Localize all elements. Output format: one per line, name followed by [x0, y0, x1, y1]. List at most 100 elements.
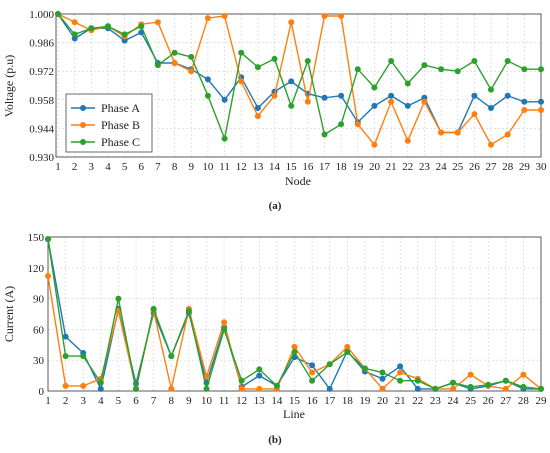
- current-data-point: [309, 362, 316, 369]
- current-x-tick-label: 20: [377, 395, 389, 407]
- voltage-x-tick-label: 8: [172, 161, 178, 173]
- voltage-x-tick-label: 14: [269, 161, 281, 173]
- current-x-tick-label: 12: [236, 395, 247, 407]
- voltage-data-point: [138, 23, 145, 30]
- current-data-point: [221, 319, 228, 326]
- voltage-x-tick-label: 1: [55, 161, 61, 173]
- voltage-data-point: [71, 35, 78, 42]
- voltage-x-ticks: 1 2 3 4 5 6 7 8 9 10 11 12 13 14 15 16 17 18 19 20 21 22 23 24 2…: [55, 161, 547, 173]
- current-x-tick-label: 23: [430, 395, 442, 407]
- voltage-data-point: [504, 92, 511, 99]
- current-data-point: [309, 369, 316, 376]
- voltage-data-point: [121, 37, 128, 44]
- voltage-data-point: [454, 129, 461, 136]
- current-data-point: [97, 385, 104, 392]
- current-y-tick-label: 90: [33, 294, 45, 306]
- voltage-data-point: [404, 137, 411, 144]
- voltage-x-tick-label: 23: [419, 161, 431, 173]
- current-x-tick-label: 24: [447, 395, 459, 407]
- current-x-tick-label: 17: [324, 395, 336, 407]
- voltage-data-point: [71, 31, 78, 38]
- current-x-axis-title: Line: [283, 407, 305, 421]
- voltage-data-point: [388, 92, 395, 99]
- voltage-data-point: [238, 49, 245, 56]
- voltage-data-point: [538, 98, 544, 105]
- current-data-point: [238, 377, 245, 384]
- legend-marker-phase-c: [80, 139, 86, 145]
- voltage-x-tick-label: 24: [436, 161, 448, 173]
- voltage-data-point: [288, 102, 295, 109]
- current-data-point: [326, 385, 333, 392]
- voltage-data-point: [271, 55, 278, 62]
- voltage-series-line: [57, 13, 541, 134]
- voltage-x-tick-label: 19: [352, 161, 364, 173]
- voltage-x-tick-label: 11: [219, 161, 230, 173]
- voltage-x-tick-label: 18: [336, 161, 348, 173]
- voltage-data-point: [321, 13, 328, 19]
- voltage-data-point: [354, 66, 361, 73]
- current-data-point: [432, 385, 439, 392]
- current-y-tick-label: 0: [39, 386, 45, 398]
- current-data-point: [45, 236, 51, 243]
- voltage-x-tick-label: 12: [236, 161, 247, 173]
- voltage-data-point: [321, 94, 328, 101]
- current-y-tick-label: 120: [28, 263, 45, 275]
- voltage-data-point: [538, 107, 544, 113]
- voltage-data-point: [171, 49, 178, 56]
- current-data-point: [62, 353, 69, 360]
- current-data-point: [150, 305, 157, 312]
- current-x-tick-label: 28: [518, 395, 530, 407]
- voltage-data-point: [421, 98, 428, 105]
- current-data-point: [221, 326, 228, 333]
- voltage-data-point: [288, 78, 295, 85]
- voltage-y-tick-label: 0.958: [29, 95, 54, 107]
- current-data-point: [397, 363, 404, 370]
- current-data-point: [379, 369, 386, 376]
- current-x-tick-label: 7: [151, 395, 157, 407]
- current-x-tick-label: 26: [483, 395, 495, 407]
- current-x-tick-label: 15: [289, 395, 301, 407]
- current-data-point: [62, 333, 69, 340]
- current-x-tick-label: 5: [116, 395, 122, 407]
- voltage-data-point: [271, 92, 278, 99]
- voltage-data-point: [438, 129, 445, 136]
- current-data-point: [379, 375, 386, 382]
- current-data-point: [344, 343, 351, 350]
- voltage-y-tick-label: 1.000: [29, 9, 54, 21]
- voltage-data-point: [221, 135, 228, 142]
- current-data-point: [80, 382, 87, 389]
- current-data-point: [397, 377, 404, 384]
- current-x-tick-label: 25: [465, 395, 477, 407]
- current-data-point: [450, 379, 456, 386]
- legend-label-phase-b: Phase B: [101, 118, 140, 132]
- current-data-point: [62, 382, 69, 389]
- current-x-tick-label: 1: [45, 395, 51, 407]
- current-data-point: [203, 373, 210, 380]
- current-x-tick-label: 9: [186, 395, 192, 407]
- voltage-x-tick-label: 30: [536, 161, 548, 173]
- voltage-x-tick-label: 16: [302, 161, 314, 173]
- voltage-data-point: [454, 68, 461, 75]
- voltage-legend: Phase A Phase B Phase C: [65, 93, 153, 153]
- voltage-y-axis-title: Voltage (p.u): [2, 55, 16, 117]
- voltage-x-tick-label: 27: [486, 161, 498, 173]
- current-data-point: [238, 385, 245, 392]
- current-data-point: [467, 371, 474, 378]
- voltage-data-point: [288, 19, 295, 26]
- voltage-data-point: [221, 13, 228, 19]
- current-x-tick-label: 13: [254, 395, 266, 407]
- voltage-data-point: [304, 98, 311, 105]
- voltage-x-tick-label: 3: [89, 161, 95, 173]
- voltage-data-point: [488, 105, 494, 111]
- current-data-point: [414, 377, 421, 384]
- current-data-point: [379, 385, 386, 392]
- voltage-data-point: [371, 102, 378, 109]
- current-x-ticks: 1 2 3 4 5 6 7 8 9 10 11 12 13 14 15 16 17 18 19 20 21 22 23 24 2…: [45, 395, 547, 407]
- voltage-data-point: [71, 19, 78, 26]
- voltage-x-tick-label: 28: [502, 161, 514, 173]
- voltage-data-point: [488, 86, 494, 93]
- voltage-x-tick-label: 15: [286, 161, 298, 173]
- current-x-tick-label: 29: [536, 395, 548, 407]
- voltage-data-point: [521, 107, 528, 113]
- voltage-x-axis-title: Node: [285, 174, 311, 188]
